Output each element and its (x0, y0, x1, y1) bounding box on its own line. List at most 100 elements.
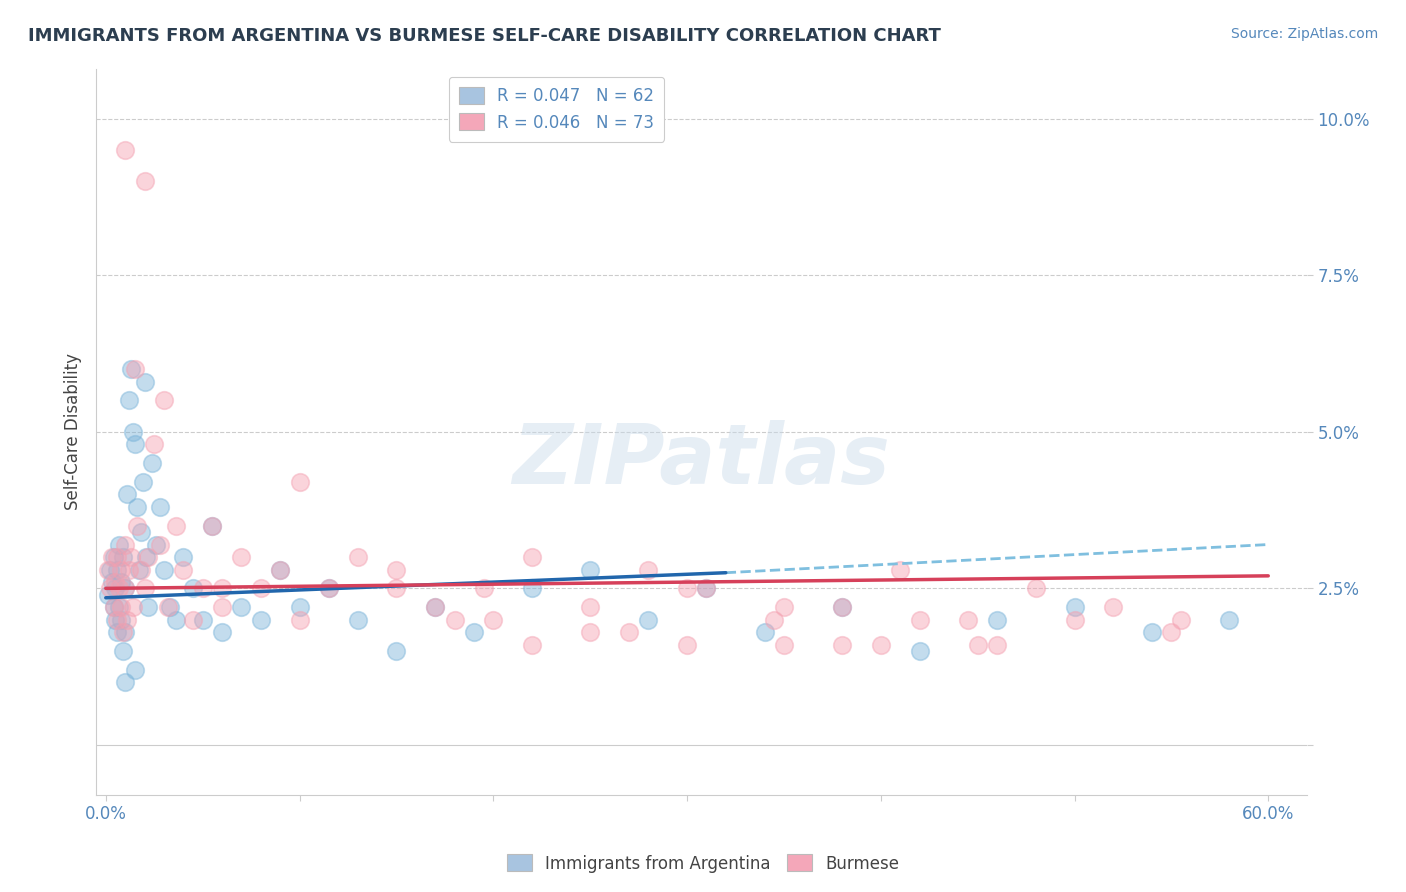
Point (385, 644, 408, 658)
Point (143, 437, 166, 451)
Point (472, 582, 495, 596)
Point (131, 475, 153, 489)
Point (579, 563, 602, 577)
Point (165, 518, 187, 533)
Point (423, 600, 446, 615)
Point (966, 638, 988, 652)
Point (908, 613, 931, 627)
Legend: Immigrants from Argentina, Burmese: Immigrants from Argentina, Burmese (501, 847, 905, 880)
Point (249, 613, 271, 627)
Point (288, 613, 311, 627)
Point (443, 613, 465, 627)
Point (1063, 613, 1085, 627)
Point (114, 143, 136, 157)
Point (423, 600, 446, 615)
Point (114, 582, 136, 596)
Point (122, 600, 145, 615)
Point (118, 563, 141, 577)
Point (385, 582, 408, 596)
Point (108, 537, 131, 551)
Point (579, 625, 602, 640)
Point (120, 362, 142, 376)
Point (318, 582, 340, 596)
Point (249, 582, 271, 596)
Point (107, 613, 129, 627)
Point (103, 550, 125, 565)
Point (149, 500, 172, 514)
Point (831, 600, 853, 615)
Point (145, 537, 167, 551)
Point (134, 375, 156, 389)
Point (129, 524, 152, 539)
Point (181, 582, 204, 596)
Point (637, 613, 659, 627)
Point (869, 638, 891, 652)
Point (115, 613, 138, 627)
Point (112, 625, 135, 640)
Point (125, 518, 148, 533)
Point (385, 563, 408, 577)
Point (181, 613, 204, 627)
Point (129, 563, 152, 577)
Point (110, 563, 132, 577)
Point (908, 644, 931, 658)
Point (115, 487, 138, 501)
Point (110, 600, 132, 615)
Point (114, 582, 136, 596)
Point (138, 550, 160, 565)
Point (520, 550, 543, 565)
Point (211, 600, 233, 615)
Point (124, 362, 146, 376)
Point (153, 393, 176, 408)
Point (165, 613, 187, 627)
Point (104, 613, 127, 627)
Point (114, 625, 136, 640)
Point (288, 600, 311, 615)
Point (1140, 625, 1163, 640)
Point (1170, 613, 1192, 627)
Point (773, 638, 796, 652)
Point (269, 563, 291, 577)
Point (346, 550, 368, 565)
Point (463, 625, 485, 640)
Point (120, 550, 142, 565)
Point (676, 582, 699, 596)
Point (986, 613, 1008, 627)
Point (318, 582, 340, 596)
Point (153, 563, 176, 577)
Point (763, 613, 786, 627)
Point (676, 638, 699, 652)
Point (108, 600, 131, 615)
Point (112, 644, 135, 658)
Point (754, 625, 776, 640)
Point (134, 174, 156, 188)
Point (156, 600, 179, 615)
Point (124, 663, 146, 677)
Point (889, 563, 911, 577)
Point (773, 600, 796, 615)
Point (138, 600, 160, 615)
Point (637, 563, 659, 577)
Legend: R = 0.047   N = 62, R = 0.046   N = 73: R = 0.047 N = 62, R = 0.046 N = 73 (449, 77, 664, 142)
Point (108, 582, 131, 596)
Point (98, 563, 121, 577)
Point (128, 563, 150, 577)
Point (1025, 582, 1047, 596)
Point (172, 563, 194, 577)
Point (269, 563, 291, 577)
Point (288, 475, 311, 489)
Point (191, 582, 214, 596)
Y-axis label: Self-Care Disability: Self-Care Disability (65, 353, 82, 510)
Point (104, 575, 127, 590)
Point (831, 638, 853, 652)
Point (695, 582, 717, 596)
Point (103, 600, 125, 615)
Point (98, 582, 121, 596)
Point (141, 456, 163, 470)
Point (986, 638, 1008, 652)
Point (97, 563, 120, 577)
Point (520, 638, 543, 652)
Text: ZIPatlas: ZIPatlas (513, 420, 890, 501)
Point (617, 625, 640, 640)
Point (201, 518, 224, 533)
